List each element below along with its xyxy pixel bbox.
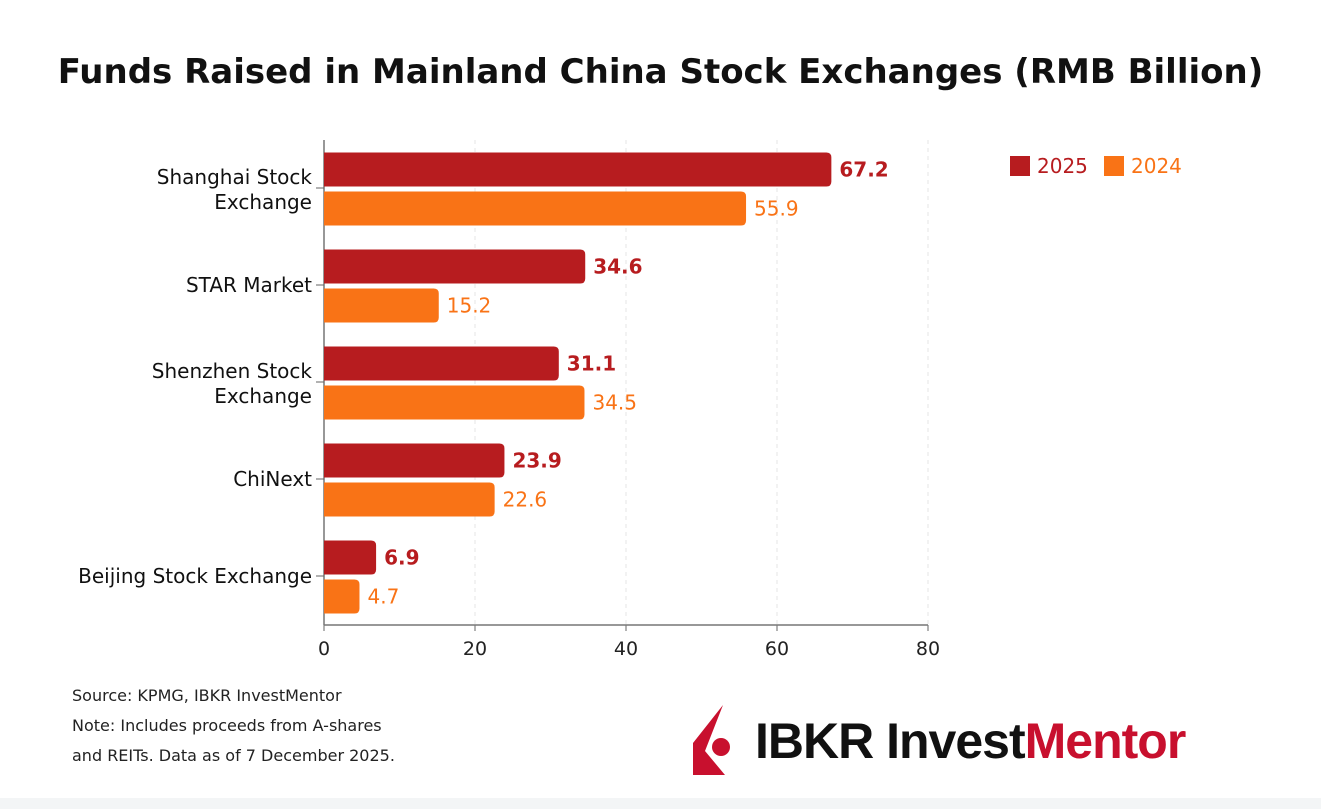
- bar-2025: [324, 443, 505, 478]
- chart-title: Funds Raised in Mainland China Stock Exc…: [57, 52, 1264, 92]
- logo-text-red: Mentor: [1024, 712, 1187, 769]
- x-tick-label: 20: [463, 638, 487, 660]
- legend-label-2025: 2025: [1037, 154, 1088, 178]
- y-tick-label: ChiNext: [233, 467, 312, 491]
- y-tick-label: Exchange: [214, 384, 312, 408]
- data-label-2024: 4.7: [367, 585, 399, 609]
- y-tick-label: STAR Market: [186, 273, 312, 297]
- data-label-2025: 34.6: [593, 255, 642, 279]
- y-tick-label: Exchange: [214, 190, 312, 214]
- data-label-2025: 31.1: [567, 352, 616, 376]
- bar-2024: [324, 482, 495, 517]
- y-tick-label: Beijing Stock Exchange: [78, 564, 312, 588]
- legend-swatch-2024: [1104, 156, 1124, 176]
- bar-2025: [324, 152, 832, 187]
- note-line-2: and REITs. Data as of 7 December 2025.: [72, 746, 395, 765]
- legend-swatch-2025: [1010, 156, 1030, 176]
- bar-2024: [324, 288, 439, 323]
- data-label-2024: 15.2: [447, 294, 492, 318]
- ibkr-investmentor-logo: IBKR Invest Mentor: [693, 703, 1187, 778]
- bar-2025: [324, 540, 377, 575]
- data-label-2025: 67.2: [839, 158, 888, 182]
- bar-2024: [324, 191, 747, 226]
- data-label-2024: 34.5: [592, 391, 637, 415]
- bar-2024: [323, 385, 585, 420]
- data-label-2025: 23.9: [512, 449, 561, 473]
- bar-2024: [324, 579, 360, 614]
- footer-strip: [0, 798, 1321, 809]
- data-label-2024: 55.9: [754, 197, 799, 221]
- data-label-2025: 6.9: [384, 546, 419, 570]
- note-line-1: Note: Includes proceeds from A-shares: [72, 716, 382, 735]
- logo-text-dark: IBKR Invest: [755, 712, 1026, 769]
- y-tick-label: Shanghai Stock: [157, 165, 313, 189]
- ibkr-logo-icon: [693, 705, 730, 775]
- y-tick-label: Shenzhen Stock: [152, 359, 313, 383]
- data-label-2024: 22.6: [503, 488, 548, 512]
- x-tick-label: 0: [318, 638, 330, 660]
- x-tick-label: 80: [916, 638, 940, 660]
- bar-2025: [323, 249, 586, 284]
- x-tick-label: 60: [765, 638, 789, 660]
- legend-label-2024: 2024: [1131, 154, 1182, 178]
- bar-2025: [324, 346, 559, 381]
- x-tick-label: 40: [614, 638, 638, 660]
- source-note: Source: KPMG, IBKR InvestMentor: [72, 686, 342, 705]
